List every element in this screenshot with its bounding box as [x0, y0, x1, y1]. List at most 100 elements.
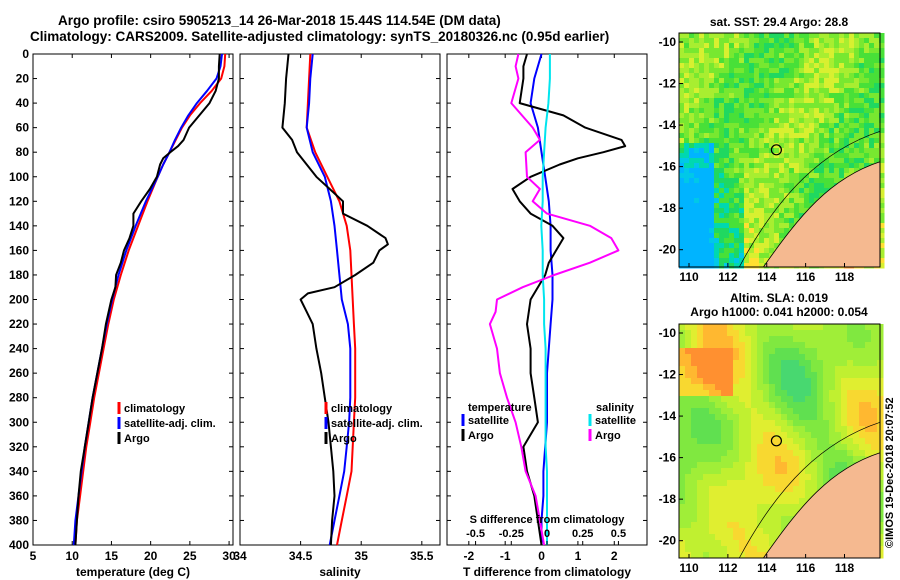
- map-lon-label: 110: [679, 561, 699, 575]
- imos-credit: ©IMOS 19-Dec-2018 20:07:52: [884, 397, 896, 548]
- depth-tick-label: 40: [16, 96, 30, 110]
- map-lon-label: 110: [679, 270, 699, 284]
- map-lon-label: 116: [796, 561, 816, 575]
- depth-tick-label: 260: [9, 366, 29, 380]
- depth-tick-label: 80: [16, 145, 30, 159]
- salinity-series-climatology: [305, 53, 357, 546]
- s-difference-label: S difference from climatology: [470, 514, 626, 526]
- x-tick-label: 35: [355, 549, 369, 563]
- x-tick-label: 35.5: [410, 549, 434, 563]
- sst-map-title: sat. SST: 29.4 Argo: 28.8: [710, 15, 849, 29]
- legend-temp-header: temperature: [468, 402, 532, 414]
- x-tick-label: 34: [233, 549, 247, 563]
- legend-label: satellite: [468, 415, 509, 427]
- map-lat-label: -16: [659, 451, 677, 465]
- salinity-xlabel: salinity: [319, 565, 361, 579]
- depth-tick-label: 280: [9, 391, 29, 405]
- difference-series-salinity-argo: [488, 53, 620, 546]
- map-lon-label: 118: [835, 561, 855, 575]
- x-tick-label: 34.5: [289, 549, 313, 563]
- map-lat-label: -12: [659, 77, 677, 91]
- legend-sal-header: salinity: [596, 402, 635, 414]
- legend-label: satellite: [595, 415, 636, 427]
- depth-tick-label: 320: [9, 440, 29, 454]
- map-lon-label: 114: [757, 270, 777, 284]
- sla-map-title-line-2: Argo h1000: 0.041 h2000: 0.054: [690, 305, 868, 319]
- map-lon-label: 112: [718, 561, 738, 575]
- salinity-series-satellite-adj-clim-: [305, 53, 352, 546]
- depth-tick-label: 180: [9, 268, 29, 282]
- figure-title-line-2: Climatology: CARS2009. Satellite-adjuste…: [30, 29, 610, 44]
- difference-series-temperature-argo: [511, 53, 627, 546]
- legend-label: satellite-adj. clim.: [124, 418, 216, 430]
- salinity-axes-frame: [239, 53, 441, 546]
- s-tick-label: -0.5: [466, 528, 485, 540]
- depth-tick-label: 360: [9, 489, 29, 503]
- map-frame: [678, 32, 881, 268]
- depth-tick-label: 120: [9, 194, 29, 208]
- profile-location-marker: [770, 435, 783, 447]
- map-lon-label: 112: [718, 270, 738, 284]
- depth-contour: [738, 130, 881, 268]
- depth-tick-label: 140: [9, 219, 29, 233]
- x-tick-label: 5: [30, 549, 37, 563]
- depth-tick-label: 340: [9, 464, 29, 478]
- map-lat-label: -10: [659, 35, 677, 49]
- temperature-series-satellite-adj-clim-: [72, 53, 223, 546]
- x-tick-label: 1: [575, 549, 582, 563]
- s-tick-label: -0.25: [499, 528, 524, 540]
- difference-series-temperature-satellite: [529, 53, 554, 545]
- difference-xlabel: T difference from climatology: [463, 565, 631, 579]
- x-tick-label: -1: [500, 549, 511, 563]
- difference-series-salinity-satellite: [540, 54, 551, 545]
- s-tick-label: 0.5: [611, 528, 626, 540]
- x-tick-label: 30: [222, 549, 236, 563]
- sla-map-title-line-1: Altim. SLA: 0.019: [730, 291, 828, 305]
- map-lat-label: -12: [659, 368, 677, 382]
- salinity-series-argo: [281, 53, 389, 546]
- temperature-series-argo: [74, 53, 221, 546]
- temperature-xlabel: temperature (deg C): [76, 565, 190, 579]
- s-tick-label: 0.25: [572, 528, 593, 540]
- x-tick-label: -2: [463, 549, 474, 563]
- depth-tick-label: 380: [9, 513, 29, 527]
- depth-tick-label: 20: [16, 72, 30, 86]
- legend-label: climatology: [331, 403, 393, 415]
- map-frame: [678, 323, 881, 559]
- depth-tick-label: 300: [9, 415, 29, 429]
- x-tick-label: 0: [538, 549, 545, 563]
- depth-tick-label: 60: [16, 121, 30, 135]
- depth-tick-label: 240: [9, 342, 29, 356]
- x-tick-label: 20: [144, 549, 158, 563]
- temperature-series-climatology: [74, 53, 227, 546]
- x-tick-label: 10: [66, 549, 80, 563]
- depth-tick-label: 200: [9, 293, 29, 307]
- map-lon-label: 118: [835, 270, 855, 284]
- map-lon-label: 114: [757, 561, 777, 575]
- legend-label: satellite-adj. clim.: [331, 418, 423, 430]
- map-lat-label: -20: [659, 243, 677, 257]
- depth-tick-label: 220: [9, 317, 29, 331]
- map-lat-label: -20: [659, 534, 677, 548]
- legend-label: Argo: [468, 430, 494, 442]
- depth-tick-label: 400: [9, 538, 29, 552]
- s-tick-label: 0: [544, 528, 550, 540]
- map-lat-label: -14: [659, 409, 677, 423]
- salinity-panel: 34 34.5 35 35.5 salinity climatology satellite…: [233, 53, 441, 579]
- legend-label: Argo: [124, 433, 150, 445]
- profile-location-marker: [770, 144, 783, 156]
- map-lat-label: -10: [659, 326, 677, 340]
- depth-tick-label: 0: [22, 47, 29, 61]
- difference-panel: -2 -1 0 1 2 T difference from climatology -0.5…: [446, 53, 648, 579]
- x-tick-label: 25: [183, 549, 197, 563]
- legend-label: Argo: [331, 433, 357, 445]
- map-lat-label: -18: [659, 492, 677, 506]
- depth-tick-label: 160: [9, 243, 29, 257]
- depth-tick-label: 100: [9, 170, 29, 184]
- map-lat-label: -14: [659, 118, 677, 132]
- legend-label: Argo: [595, 430, 621, 442]
- map-lat-label: -16: [659, 160, 677, 174]
